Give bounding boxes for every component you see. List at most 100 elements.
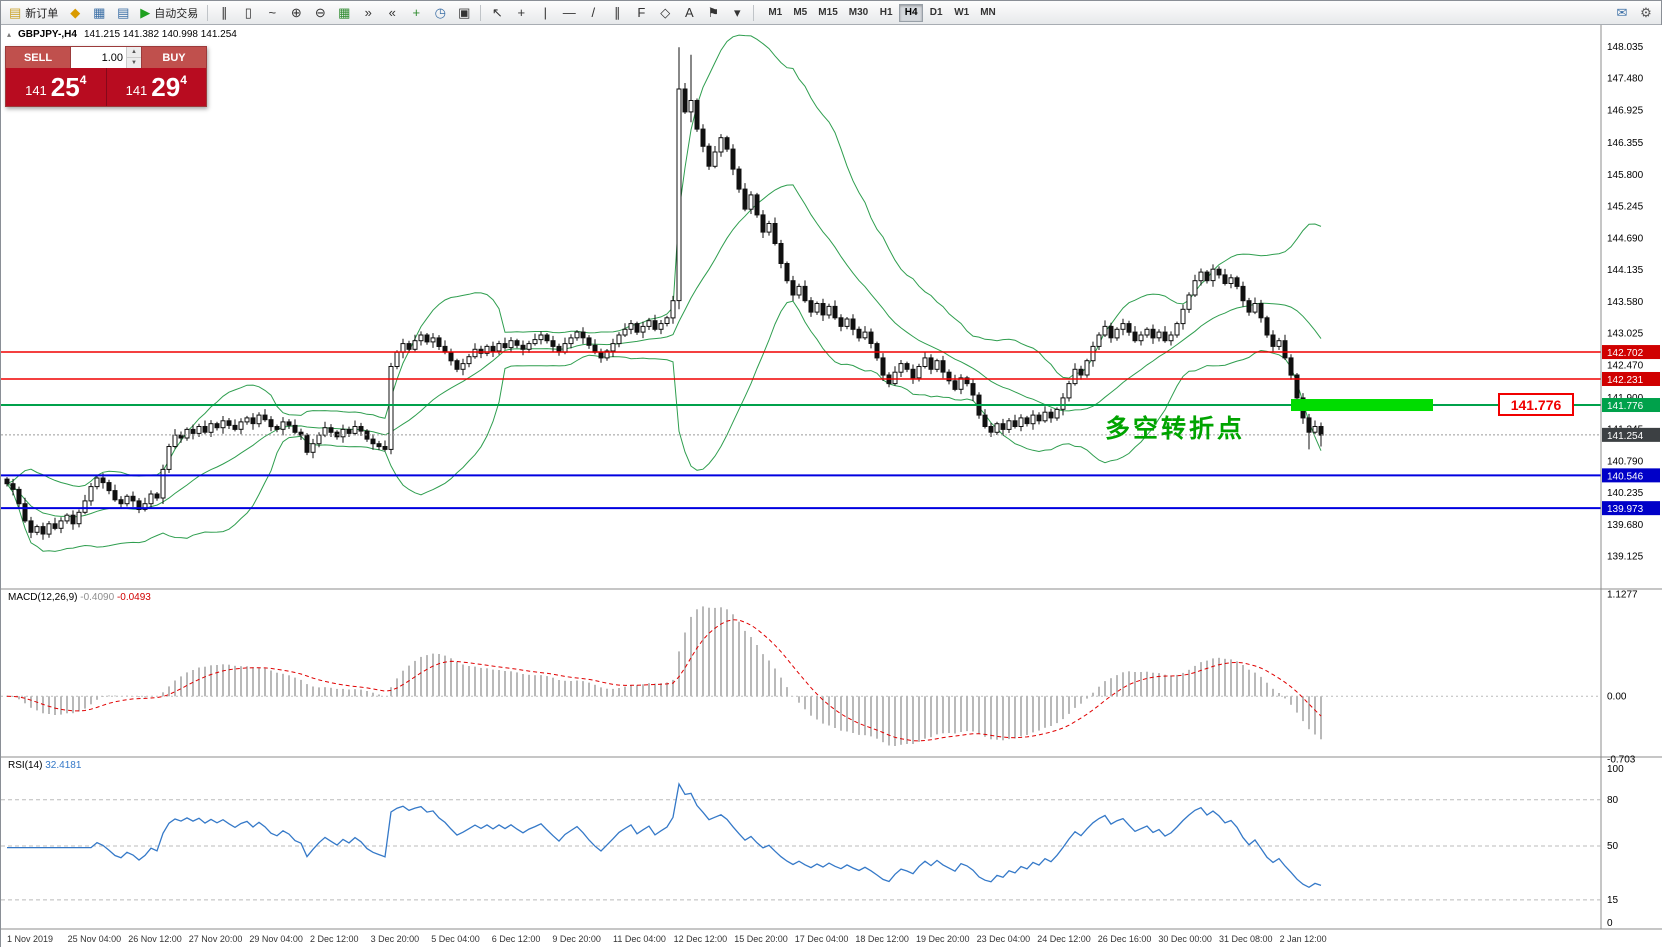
sell-price-sup: 4 bbox=[79, 73, 87, 87]
timeframe-mn[interactable]: MN bbox=[980, 7, 996, 18]
horizontal-line-button[interactable]: — bbox=[558, 3, 580, 23]
timeframe-m15[interactable]: M15 bbox=[818, 7, 838, 18]
zoom-out-button[interactable]: ⊖ bbox=[309, 3, 331, 23]
svg-text:23 Dec 04:00: 23 Dec 04:00 bbox=[977, 934, 1031, 944]
line-chart-button[interactable]: ~ bbox=[261, 3, 283, 23]
timeframe-m1[interactable]: M1 bbox=[768, 7, 783, 18]
macd-signal-value: -0.0493 bbox=[116, 592, 151, 603]
svg-text:-0.703: -0.703 bbox=[1607, 755, 1636, 766]
chart-shift-button[interactable]: « bbox=[381, 3, 403, 23]
svg-text:2 Jan 12:00: 2 Jan 12:00 bbox=[1280, 934, 1327, 944]
svg-text:140.790: 140.790 bbox=[1607, 456, 1644, 467]
crosshair-button[interactable]: + bbox=[510, 3, 532, 23]
channel-icon: ∥ bbox=[614, 5, 621, 20]
chart-region[interactable]: 148.035 147.480 146.925 146.355 145.800 145.2… bbox=[1, 25, 1662, 947]
volume-input[interactable] bbox=[71, 47, 126, 68]
svg-text:142.470: 142.470 bbox=[1607, 360, 1644, 371]
svg-text:0: 0 bbox=[1607, 918, 1613, 929]
horizontal-line-icon: — bbox=[562, 5, 576, 20]
new-order-button[interactable]: ▤ 新订单 bbox=[5, 3, 62, 23]
svg-text:146.925: 146.925 bbox=[1607, 105, 1644, 116]
svg-text:145.245: 145.245 bbox=[1607, 202, 1644, 213]
fibonacci-button[interactable]: F bbox=[630, 3, 652, 23]
svg-text:141.254: 141.254 bbox=[1607, 431, 1644, 442]
svg-text:146.355: 146.355 bbox=[1607, 138, 1644, 149]
rsi-name: RSI(14) bbox=[8, 760, 43, 771]
candlestick-chart-icon: ▯ bbox=[244, 5, 252, 20]
svg-text:6 Dec 12:00: 6 Dec 12:00 bbox=[492, 934, 541, 944]
timeframe-group: M1 M5 M15 M30 H1 H4 D1 W1 MN bbox=[763, 3, 1000, 22]
one-click-header-row: SELL ▲ ▼ BUY bbox=[6, 47, 206, 68]
zoom-in-button[interactable]: ⊕ bbox=[285, 3, 307, 23]
timeframe-h4[interactable]: H4 bbox=[899, 3, 924, 22]
timeframe-d1[interactable]: D1 bbox=[929, 7, 943, 18]
timeframe-m30[interactable]: M30 bbox=[848, 7, 869, 18]
cursor-button[interactable]: ↖ bbox=[486, 3, 508, 23]
buy-header-button[interactable]: BUY bbox=[142, 47, 206, 68]
main-pane bbox=[1, 34, 1601, 552]
data-window-button[interactable]: ▤ bbox=[112, 3, 134, 23]
symbol-title: GBPJPY-,H4 bbox=[18, 29, 77, 40]
settings-button[interactable]: ⚙ bbox=[1635, 3, 1657, 23]
objects-dropdown-icon: ▾ bbox=[734, 5, 741, 20]
svg-text:15 Dec 20:00: 15 Dec 20:00 bbox=[734, 934, 788, 944]
svg-text:80: 80 bbox=[1607, 795, 1619, 806]
vertical-line-button[interactable]: | bbox=[534, 3, 556, 23]
panel-collapse-icon[interactable]: ▴ bbox=[7, 30, 12, 39]
price-chart-canvas[interactable]: 148.035 147.480 146.925 146.355 145.800 145.2… bbox=[1, 25, 1662, 947]
new-order-label: 新订单 bbox=[25, 7, 59, 20]
volume-box: ▲ ▼ bbox=[70, 47, 142, 68]
toolbar-separator bbox=[480, 4, 482, 21]
svg-text:140.546: 140.546 bbox=[1607, 471, 1644, 482]
volume-decrease-button[interactable]: ▼ bbox=[127, 57, 141, 68]
macd-main-value: -0.4090 bbox=[80, 592, 115, 603]
volume-increase-button[interactable]: ▲ bbox=[127, 47, 141, 57]
channel-button[interactable]: ∥ bbox=[606, 3, 628, 23]
svg-text:31 Dec 08:00: 31 Dec 08:00 bbox=[1219, 934, 1273, 944]
buy-price-pips: 29 bbox=[151, 72, 181, 102]
text-button[interactable]: A bbox=[678, 3, 700, 23]
autotrading-label: 自动交易 bbox=[154, 7, 199, 20]
zoom-out-icon: ⊖ bbox=[314, 5, 326, 20]
turning-point-annotation: 多空转折点 bbox=[1105, 415, 1246, 443]
buy-button[interactable]: 141 29 4 bbox=[106, 68, 206, 106]
chat-button[interactable]: ✉ bbox=[1611, 3, 1633, 23]
trendline-button[interactable]: / bbox=[582, 3, 604, 23]
timeframe-w1[interactable]: W1 bbox=[954, 7, 970, 18]
metaeditor-icon: ◆ bbox=[70, 5, 81, 20]
crosshair-icon: + bbox=[517, 5, 526, 20]
vertical-line-icon: | bbox=[543, 5, 547, 20]
data-window-icon: ▤ bbox=[117, 5, 130, 20]
svg-text:17 Dec 04:00: 17 Dec 04:00 bbox=[795, 934, 849, 944]
arrow-objects-button[interactable]: ⚑ bbox=[702, 3, 724, 23]
market-watch-button[interactable]: ▦ bbox=[88, 3, 110, 23]
timeframe-m5[interactable]: M5 bbox=[793, 7, 808, 18]
shapes-button[interactable]: ◇ bbox=[654, 3, 676, 23]
arrow-objects-icon: ⚑ bbox=[707, 5, 720, 20]
timeframe-h1[interactable]: H1 bbox=[879, 7, 893, 18]
zoom-in-icon: ⊕ bbox=[290, 5, 302, 20]
svg-text:25 Nov 04:00: 25 Nov 04:00 bbox=[68, 934, 122, 944]
templates-button[interactable]: ▣ bbox=[453, 3, 475, 23]
svg-text:5 Dec 04:00: 5 Dec 04:00 bbox=[431, 934, 480, 944]
sell-button[interactable]: 141 25 4 bbox=[6, 68, 107, 106]
auto-scroll-button[interactable]: » bbox=[357, 3, 379, 23]
candlestick-chart-button[interactable]: ▯ bbox=[237, 3, 259, 23]
svg-text:30 Dec 00:00: 30 Dec 00:00 bbox=[1158, 934, 1212, 944]
sell-header-button[interactable]: SELL bbox=[6, 47, 70, 68]
add-indicator-button[interactable]: + bbox=[405, 3, 427, 23]
metaeditor-button[interactable]: ◆ bbox=[64, 3, 86, 23]
svg-text:0.00: 0.00 bbox=[1607, 691, 1627, 702]
cursor-icon: ↖ bbox=[491, 5, 503, 20]
svg-text:139.973: 139.973 bbox=[1607, 504, 1644, 515]
svg-text:140.235: 140.235 bbox=[1607, 488, 1644, 499]
tile-windows-button[interactable]: ▦ bbox=[333, 3, 355, 23]
bar-chart-button[interactable]: ∥ bbox=[213, 3, 235, 23]
svg-text:2 Dec 12:00: 2 Dec 12:00 bbox=[310, 934, 359, 944]
chart-shift-icon: « bbox=[388, 5, 396, 20]
autotrading-button[interactable]: ▶ 自动交易 bbox=[136, 3, 202, 23]
svg-text:9 Dec 20:00: 9 Dec 20:00 bbox=[552, 934, 601, 944]
objects-dropdown-button[interactable]: ▾ bbox=[726, 3, 748, 23]
periods-button[interactable]: ◷ bbox=[429, 3, 451, 23]
sell-price-main: 141 bbox=[25, 82, 47, 98]
